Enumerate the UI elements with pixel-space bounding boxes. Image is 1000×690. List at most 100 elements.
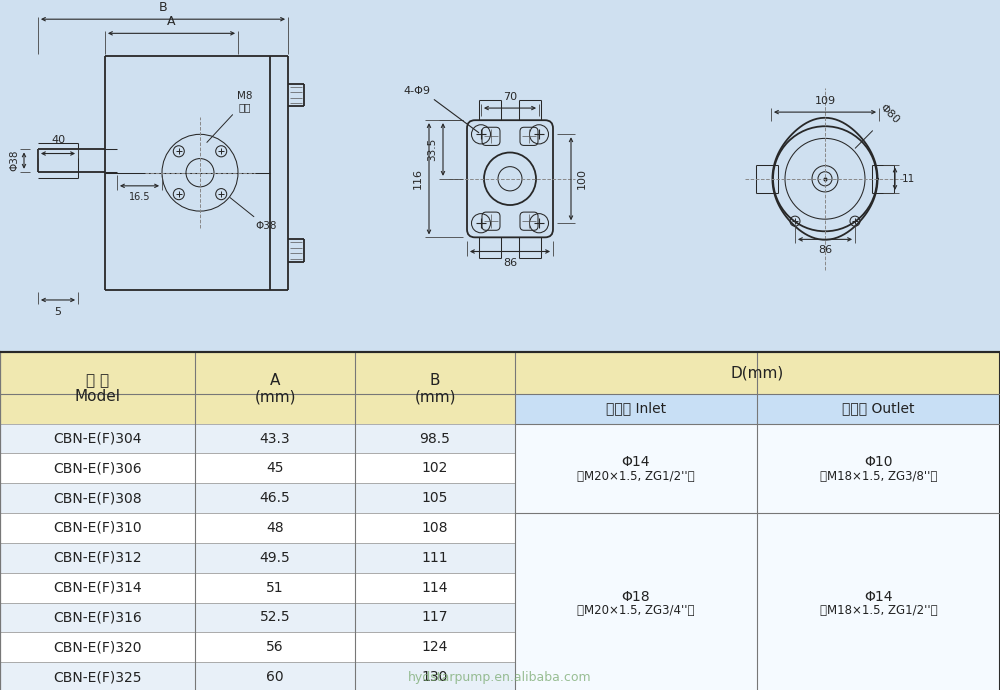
Bar	[195, 632, 355, 662]
Bar	[195, 453, 355, 483]
Text: 46.5: 46.5	[260, 491, 290, 505]
Text: CBN-E(F)314: CBN-E(F)314	[53, 580, 142, 595]
Bar	[515, 424, 757, 513]
Bar	[355, 632, 515, 662]
Bar	[355, 662, 515, 690]
Text: A: A	[167, 15, 176, 28]
Text: 114: 114	[422, 580, 448, 595]
Text: CBN-E(F)316: CBN-E(F)316	[53, 611, 142, 624]
Text: 49.5: 49.5	[260, 551, 290, 565]
Text: D(mm): D(mm)	[731, 366, 784, 380]
Bar	[0, 602, 195, 632]
Bar	[0, 424, 195, 453]
Text: （M18×1.5, ZG1/2''）: （M18×1.5, ZG1/2''）	[820, 604, 937, 617]
Text: 116: 116	[413, 168, 423, 189]
Bar	[355, 483, 515, 513]
Bar	[515, 394, 757, 424]
Text: 60: 60	[266, 670, 284, 684]
Text: Φ38: Φ38	[230, 197, 276, 231]
Text: （M18×1.5, ZG3/8''）: （M18×1.5, ZG3/8''）	[820, 470, 937, 483]
Text: 102: 102	[422, 462, 448, 475]
Bar	[355, 352, 515, 424]
Text: Model: Model	[74, 389, 120, 404]
Bar	[0, 543, 195, 573]
Text: （M20×1.5, ZG1/2''）: （M20×1.5, ZG1/2''）	[577, 470, 695, 483]
Text: Φ80: Φ80	[878, 102, 901, 125]
Text: B: B	[430, 373, 440, 388]
Text: CBN-E(F)304: CBN-E(F)304	[53, 431, 142, 446]
Bar	[0, 352, 195, 424]
Text: CBN-E(F)325: CBN-E(F)325	[53, 670, 142, 684]
Text: 33.5: 33.5	[427, 138, 437, 161]
Text: hydstarpump.en.alibaba.com: hydstarpump.en.alibaba.com	[408, 671, 592, 684]
Text: 100: 100	[577, 168, 587, 189]
Text: A: A	[270, 373, 280, 388]
Text: CBN-E(F)320: CBN-E(F)320	[53, 640, 142, 654]
Bar	[195, 483, 355, 513]
Text: 48: 48	[266, 521, 284, 535]
Text: 105: 105	[422, 491, 448, 505]
Text: 86: 86	[503, 257, 517, 268]
Bar	[0, 662, 195, 690]
Text: 40: 40	[51, 135, 65, 146]
Text: 进油口 Inlet: 进油口 Inlet	[606, 402, 666, 415]
Bar	[355, 602, 515, 632]
Bar	[757, 394, 1000, 424]
Bar	[355, 424, 515, 453]
Text: 43.3: 43.3	[260, 431, 290, 446]
Text: 109: 109	[814, 96, 836, 106]
Text: 70: 70	[503, 92, 517, 102]
Bar	[195, 602, 355, 632]
Bar	[195, 573, 355, 602]
Bar	[0, 632, 195, 662]
Text: 52.5: 52.5	[260, 611, 290, 624]
Bar	[515, 352, 1000, 394]
Text: Φ10: Φ10	[864, 455, 893, 469]
Text: Φ18: Φ18	[622, 589, 650, 604]
Text: CBN-E(F)308: CBN-E(F)308	[53, 491, 142, 505]
Text: 124: 124	[422, 640, 448, 654]
Bar	[0, 573, 195, 602]
Bar	[195, 543, 355, 573]
Text: 51: 51	[266, 580, 284, 595]
Text: Φ14: Φ14	[622, 455, 650, 469]
Text: CBN-E(F)310: CBN-E(F)310	[53, 521, 142, 535]
Bar	[195, 352, 355, 424]
Text: 108: 108	[422, 521, 448, 535]
Bar	[195, 662, 355, 690]
Text: Φ14: Φ14	[864, 589, 893, 604]
Text: 111: 111	[422, 551, 448, 565]
Bar	[355, 453, 515, 483]
Bar	[757, 513, 1000, 690]
Text: 86: 86	[818, 246, 832, 255]
Bar	[757, 424, 1000, 513]
Text: （M20×1.5, ZG3/4''）: （M20×1.5, ZG3/4''）	[577, 604, 695, 617]
Bar	[0, 513, 195, 543]
Bar	[515, 513, 757, 690]
Text: (mm): (mm)	[414, 389, 456, 404]
Text: CBN-E(F)312: CBN-E(F)312	[53, 551, 142, 565]
Bar	[0, 483, 195, 513]
Text: 4-Φ9: 4-Φ9	[403, 86, 430, 96]
Bar	[355, 513, 515, 543]
Text: CBN-E(F)306: CBN-E(F)306	[53, 462, 142, 475]
Text: 11: 11	[902, 174, 915, 184]
Bar	[355, 573, 515, 602]
Text: 98.5: 98.5	[420, 431, 450, 446]
Bar	[195, 513, 355, 543]
Text: 型 号: 型 号	[86, 373, 109, 388]
Bar	[0, 453, 195, 483]
Text: M8
全部: M8 全部	[207, 90, 253, 142]
Text: 5: 5	[54, 307, 62, 317]
Text: B: B	[159, 1, 167, 14]
Text: 117: 117	[422, 611, 448, 624]
Text: 56: 56	[266, 640, 284, 654]
Bar	[195, 424, 355, 453]
Text: (mm): (mm)	[254, 389, 296, 404]
Text: 130: 130	[422, 670, 448, 684]
Text: Φ38: Φ38	[9, 150, 19, 171]
Bar	[355, 543, 515, 573]
Text: 45: 45	[266, 462, 284, 475]
Text: 出油口 Outlet: 出油口 Outlet	[842, 402, 915, 415]
Text: 16.5: 16.5	[129, 192, 150, 202]
